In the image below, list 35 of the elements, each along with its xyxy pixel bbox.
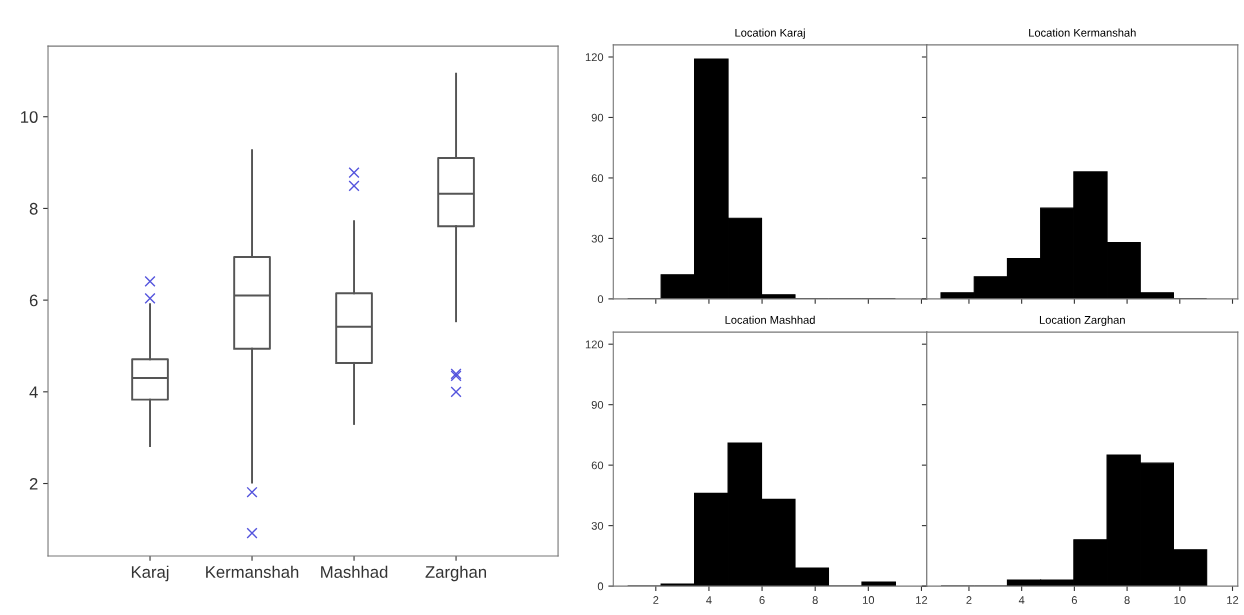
x-tick-label: 10 bbox=[1174, 596, 1186, 604]
y-tick-label: 90 bbox=[591, 113, 604, 122]
x-tick-label: 8 bbox=[1124, 596, 1130, 604]
chart-title: Location Kermanshah bbox=[1029, 28, 1136, 37]
chart-title: Location Mashhad bbox=[725, 315, 815, 324]
x-tick-label: 6 bbox=[759, 596, 765, 604]
x-tick-label: 6 bbox=[1071, 596, 1077, 604]
y-tick-label: 0 bbox=[597, 582, 604, 591]
y-tick-label: 90 bbox=[591, 400, 604, 409]
y-tick-label: 2 bbox=[29, 477, 38, 490]
x-tick-label: Karaj bbox=[131, 565, 169, 582]
chart-title: Location Zarghan bbox=[1039, 315, 1125, 327]
chart-title: Location Karaj bbox=[735, 28, 805, 39]
x-tick-label: 8 bbox=[812, 596, 818, 604]
x-tick-label: 12 bbox=[1227, 596, 1239, 604]
x-tick-label: Mashhad bbox=[321, 565, 388, 578]
y-tick-label: 120 bbox=[585, 53, 604, 62]
y-tick-label: 8 bbox=[29, 202, 38, 215]
y-tick-label: 6 bbox=[29, 294, 38, 307]
y-tick-label: 10 bbox=[21, 111, 38, 123]
y-tick-label: 0 bbox=[597, 295, 604, 304]
x-tick-label: 10 bbox=[863, 596, 875, 604]
x-tick-label: Kermanshah bbox=[206, 565, 299, 578]
x-tick-label: 2 bbox=[653, 596, 659, 604]
y-tick-label: 120 bbox=[585, 340, 604, 349]
y-tick-label: 30 bbox=[591, 234, 604, 243]
x-tick-label: 2 bbox=[966, 596, 972, 604]
y-tick-label: 60 bbox=[591, 174, 604, 183]
x-tick-label: 4 bbox=[706, 596, 712, 604]
x-tick-label: 4 bbox=[1018, 596, 1025, 604]
y-tick-label: 60 bbox=[591, 461, 604, 470]
x-tick-label: Zarghan bbox=[425, 565, 487, 582]
x-tick-label: 12 bbox=[916, 596, 928, 604]
y-tick-label: 4 bbox=[29, 386, 38, 398]
y-tick-label: 30 bbox=[591, 521, 604, 530]
